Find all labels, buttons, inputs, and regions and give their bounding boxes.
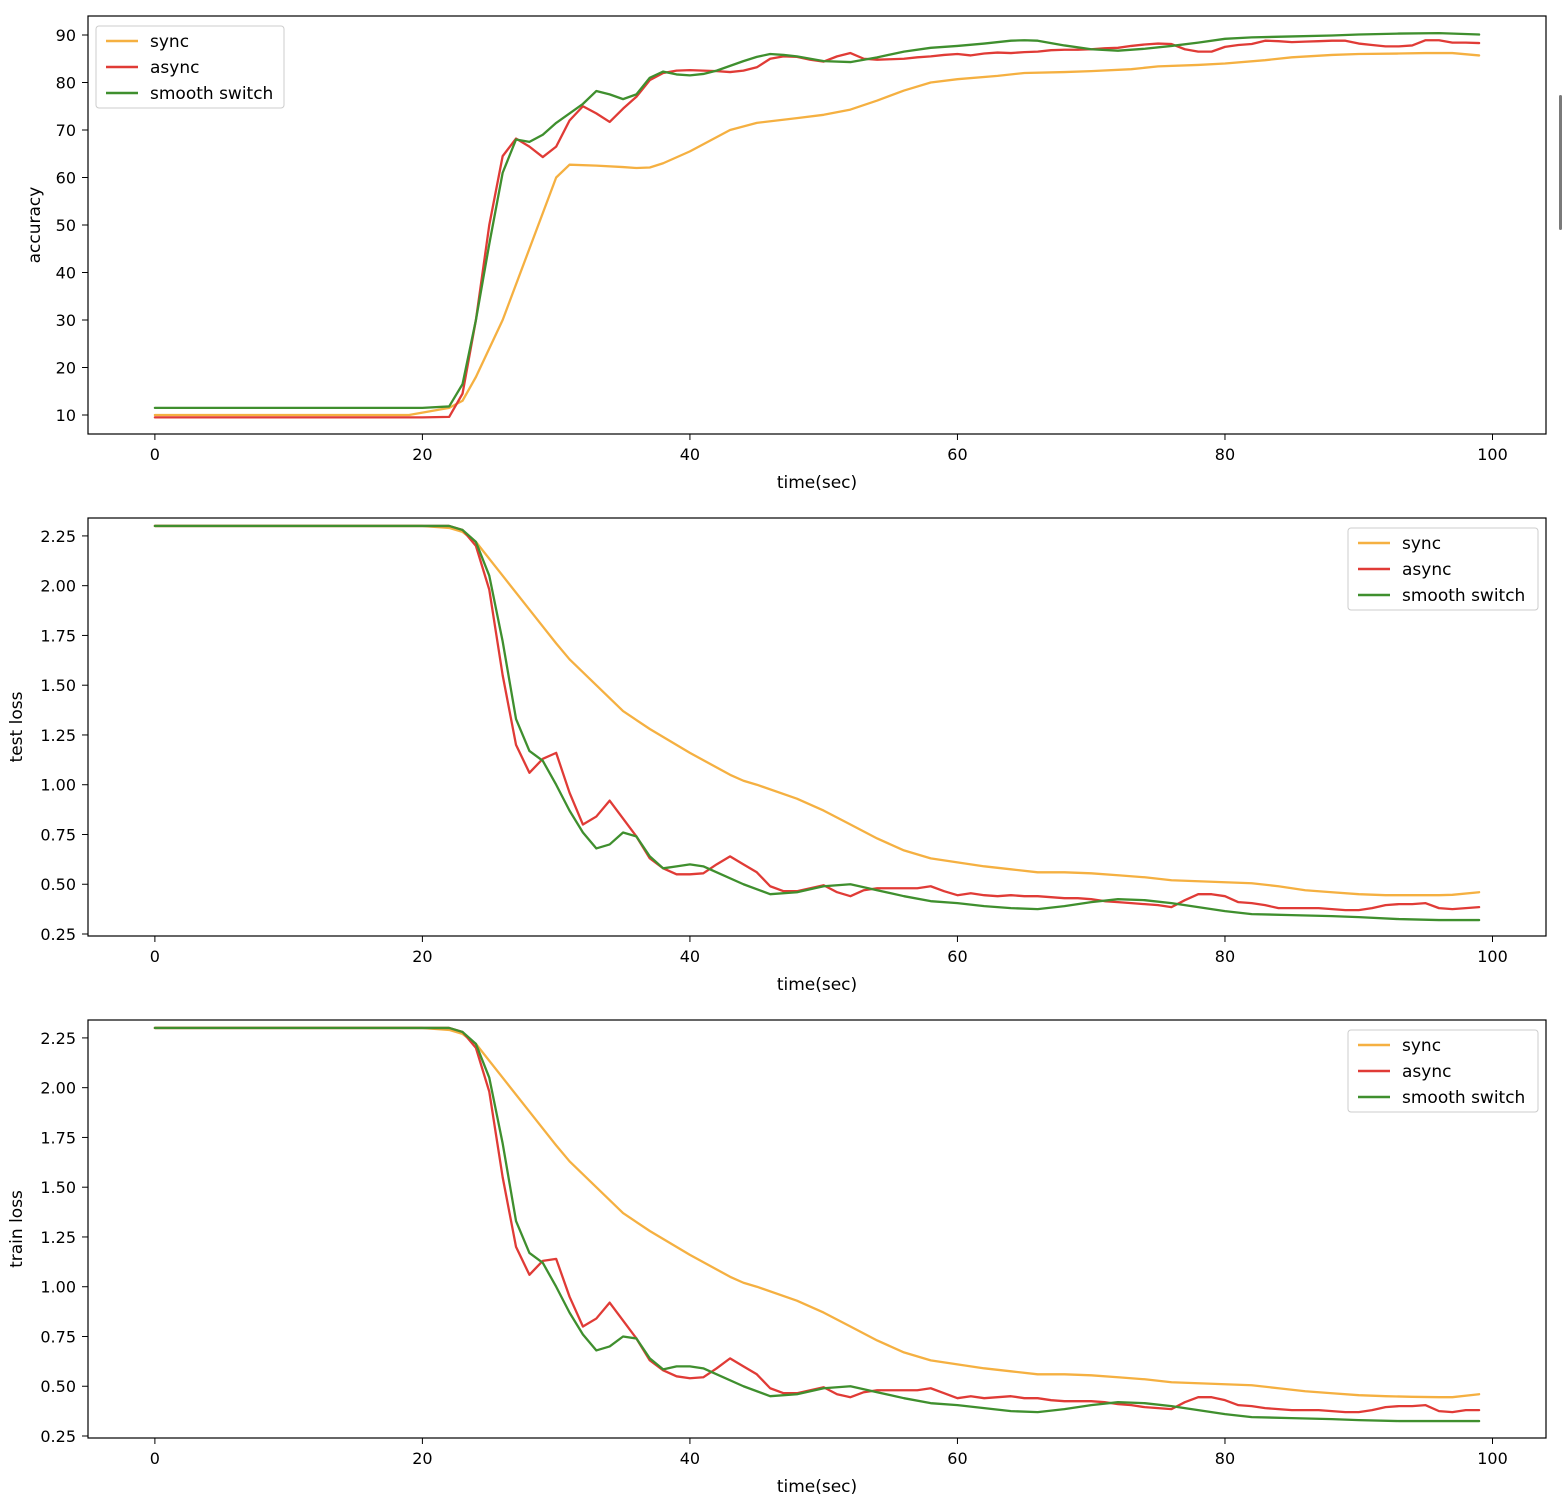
series-line-smooth-switch: [153, 1026, 1481, 1423]
x-tick-label: 80: [1215, 445, 1235, 464]
legend-label-smooth-switch: smooth switch: [1402, 1088, 1525, 1108]
axes-frame: [87, 1019, 1547, 1439]
series-lines: [153, 524, 1481, 922]
series-line-async: [153, 1026, 1481, 1414]
x-tick-label: 0: [150, 445, 160, 464]
series-lines: [153, 1026, 1481, 1423]
x-tick-label: 20: [412, 1449, 432, 1468]
series-line-async: [153, 39, 1481, 419]
y-tick-label: 80: [56, 74, 76, 93]
y-tick-label: 0.75: [40, 1327, 76, 1346]
series-line-smooth-switch: [153, 31, 1481, 410]
y-tick-label: 1.00: [40, 776, 76, 795]
series-line-sync: [153, 51, 1481, 417]
y-tick-label: 2.25: [40, 527, 76, 546]
y-tick-label: 70: [56, 121, 76, 140]
y-tick-label: 0.50: [40, 875, 76, 894]
y-tick-label: 40: [56, 264, 76, 283]
y-tick-label: 1.75: [40, 626, 76, 645]
x-tick-label: 40: [680, 947, 700, 966]
y-tick-label: 30: [56, 311, 76, 330]
y-axis-label: accuracy: [25, 187, 45, 264]
legend-label-smooth-switch: smooth switch: [150, 84, 273, 104]
x-tick-label: 20: [412, 445, 432, 464]
y-tick-label: 2.00: [40, 1079, 76, 1098]
y-tick-label: 0.25: [40, 1427, 76, 1446]
legend-box: [1347, 527, 1539, 611]
y-tick-label: 0.50: [40, 1377, 76, 1396]
legend-label-sync: sync: [1402, 534, 1441, 554]
x-axis-label: time(sec): [777, 1477, 857, 1497]
chart-panel-3: 0 20 40 60 80 100 0.25 0.50 0.75 1.00 1.25 1.50 1.75…: [7, 1019, 1547, 1497]
legend-box: [1347, 1029, 1539, 1113]
x-tick-label: 40: [680, 1449, 700, 1468]
y-tick-label: 2.00: [40, 577, 76, 596]
y-tick-label: 1.50: [40, 676, 76, 695]
series-line-sync: [153, 1026, 1481, 1399]
y-tick-label: 1.50: [40, 1178, 76, 1197]
chart-panel-1: 0 20 40 60 80 100 10 20 30 40 50 60 70 80 90 time(sec) a…: [25, 15, 1547, 493]
y-tick-label: 60: [56, 169, 76, 188]
legend-label-async: async: [1402, 560, 1451, 580]
x-tick-label: 40: [680, 445, 700, 464]
x-tick-label: 80: [1215, 947, 1235, 966]
axes-frame: [87, 517, 1547, 937]
legend-label-async: async: [1402, 1062, 1451, 1082]
x-tick-label: 60: [947, 1449, 967, 1468]
series-line-sync: [153, 524, 1481, 897]
x-tick-label: 100: [1477, 947, 1508, 966]
y-tick-label: 1.00: [40, 1278, 76, 1297]
scrollbar-edge[interactable]: [1559, 95, 1562, 230]
legend: sync async smooth switch: [1347, 1029, 1539, 1113]
legend: sync async smooth switch: [95, 25, 285, 109]
x-tick-label: 60: [947, 445, 967, 464]
y-tick-label: 1.75: [40, 1128, 76, 1147]
x-tick-label: 100: [1477, 445, 1508, 464]
legend-label-sync: sync: [1402, 1036, 1441, 1056]
x-tick-label: 0: [150, 1449, 160, 1468]
chart-panel-2: 0 20 40 60 80 100 0.25 0.50 0.75 1.00 1.25 1.50 1.75…: [7, 517, 1547, 995]
x-tick-label: 100: [1477, 1449, 1508, 1468]
y-axis-label: test loss: [7, 691, 27, 762]
y-tick-label: 20: [56, 359, 76, 378]
x-tick-label: 80: [1215, 1449, 1235, 1468]
x-tick-label: 0: [150, 947, 160, 966]
series-lines: [153, 31, 1481, 419]
y-tick-label: 90: [56, 26, 76, 45]
series-line-smooth-switch: [153, 524, 1481, 922]
y-axis-label: train loss: [7, 1190, 27, 1268]
y-tick-label: 10: [56, 406, 76, 425]
legend-label-sync: sync: [150, 32, 189, 52]
y-tick-label: 0.25: [40, 925, 76, 944]
legend-box: [95, 25, 285, 109]
legend-label-smooth-switch: smooth switch: [1402, 586, 1525, 606]
y-tick-label: 1.25: [40, 1228, 76, 1247]
x-tick-label: 60: [947, 947, 967, 966]
y-tick-label: 0.75: [40, 825, 76, 844]
x-axis-label: time(sec): [777, 975, 857, 995]
y-tick-label: 2.25: [40, 1029, 76, 1048]
y-tick-label: 50: [56, 216, 76, 235]
series-line-async: [153, 524, 1481, 912]
x-tick-label: 20: [412, 947, 432, 966]
legend-label-async: async: [150, 58, 199, 78]
x-axis-label: time(sec): [777, 473, 857, 493]
y-tick-label: 1.25: [40, 726, 76, 745]
legend: sync async smooth switch: [1347, 527, 1539, 611]
